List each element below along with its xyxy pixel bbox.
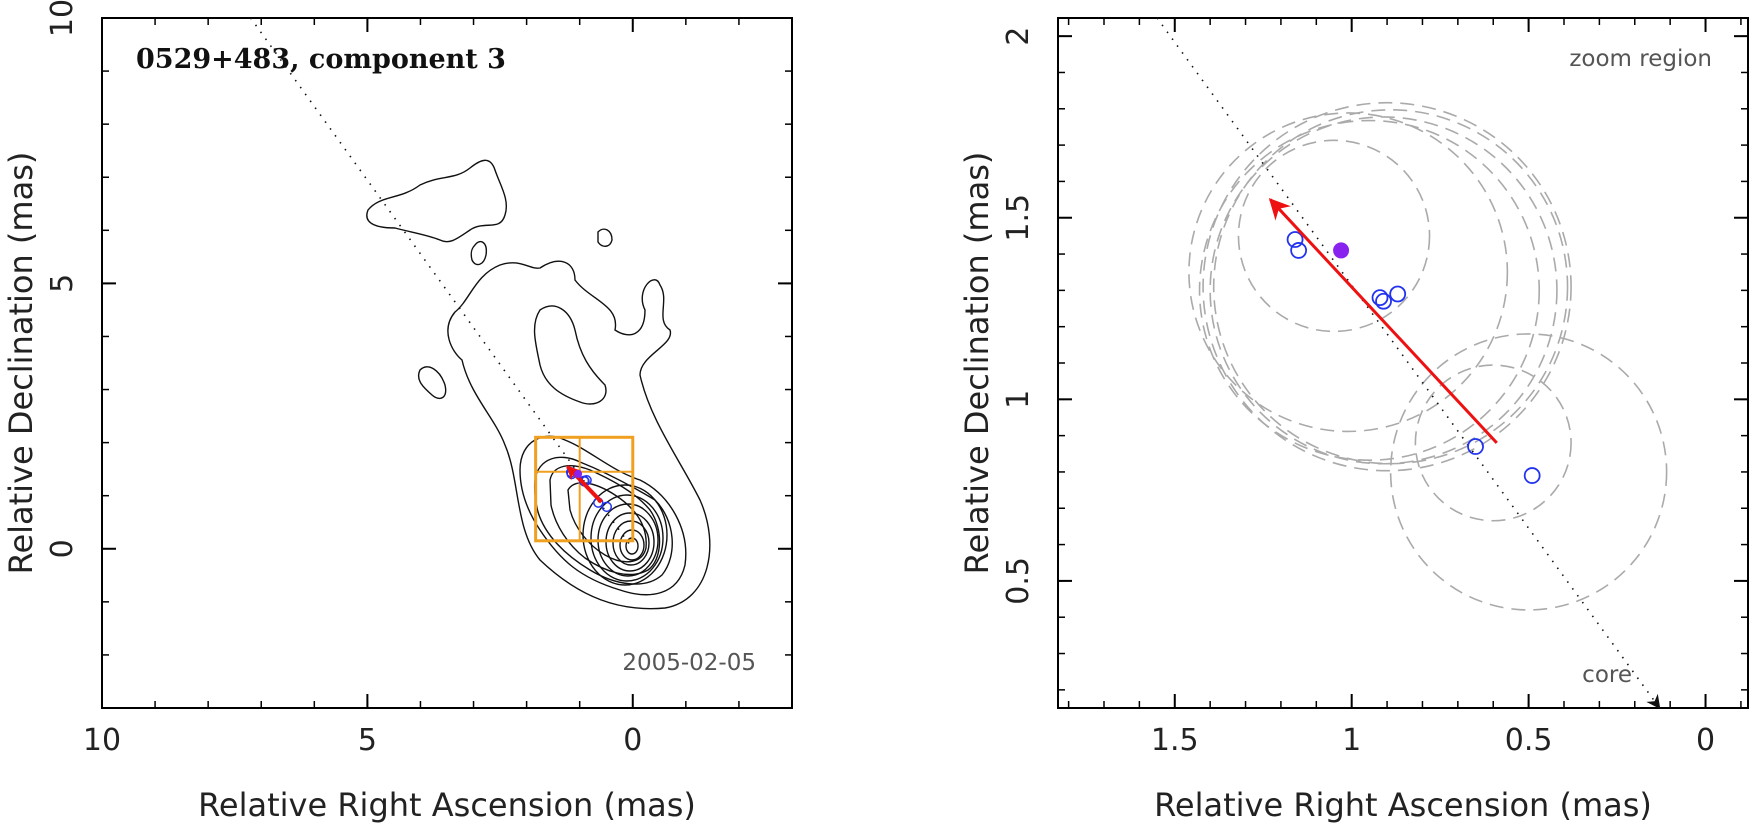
left-y-tick-label: 5 <box>45 274 80 293</box>
right-y-tick-labels: 0.5 1 1.5 2 <box>1001 27 1036 605</box>
right-x-tick-label: 1 <box>1342 723 1361 758</box>
fwhm-circle <box>1209 116 1558 465</box>
right-jet-axis <box>1156 17 1661 710</box>
right-current-component <box>1333 242 1350 259</box>
right-y-tick-label: 1.5 <box>1001 194 1036 242</box>
component-marker <box>601 501 613 513</box>
fwhm-circle <box>1198 119 1541 462</box>
right-plot-frame <box>1057 17 1749 709</box>
contour-outer-arm <box>366 159 507 243</box>
left-jet-axis <box>249 17 634 550</box>
right-x-tick-label: 0 <box>1696 723 1715 758</box>
contour-mid-4 <box>549 464 661 576</box>
right-x-tick-label: 0.5 <box>1505 723 1553 758</box>
contour-blob-1 <box>470 240 488 266</box>
left-x-tick-label: 5 <box>358 723 377 758</box>
left-x-tick-labels: 10 5 0 <box>83 723 642 758</box>
fwhm-circles <box>1188 101 1668 611</box>
contour-map <box>366 159 711 610</box>
core-label: core <box>1582 662 1632 688</box>
contour-core-5 <box>612 520 650 566</box>
component-marker <box>1523 467 1541 484</box>
contour-core-1 <box>582 484 668 586</box>
right-y-tick-label: 2 <box>1001 27 1036 46</box>
contour-blob-2 <box>597 228 613 247</box>
left-ticks <box>101 17 793 709</box>
right-y-axis-label: Relative Declination (mas) <box>958 152 996 575</box>
zoom-region-label: zoom region <box>1569 46 1712 72</box>
component-marker <box>1286 231 1304 248</box>
right-x-axis-label: Relative Right Ascension (mas) <box>1154 786 1652 824</box>
component-marker <box>1389 285 1407 303</box>
contour-core-2 <box>590 494 664 582</box>
contour-outer <box>447 260 711 610</box>
right-components <box>1286 231 1541 484</box>
fwhm-circle <box>1237 139 1431 333</box>
contour-inner-lobe <box>533 305 607 405</box>
zoom-box-rect <box>534 435 635 543</box>
fwhm-circle <box>1202 101 1572 472</box>
left-y-axis-label: Relative Declination (mas) <box>2 152 40 575</box>
right-panel: zoom region core 1.5 1 0.5 0 0.5 1 1.5 2 Relat… <box>958 17 1749 824</box>
fwhm-circle <box>1188 112 1509 433</box>
right-x-tick-label: 1.5 <box>1151 723 1199 758</box>
right-x-tick-labels: 1.5 1 0.5 0 <box>1151 723 1715 758</box>
component-marker <box>1371 289 1389 307</box>
right-y-tick-label: 0.5 <box>1001 557 1036 605</box>
left-x-axis-label: Relative Right Ascension (mas) <box>198 786 696 824</box>
component-marker <box>1467 438 1484 455</box>
component-marker <box>1290 242 1308 259</box>
left-x-tick-label: 10 <box>83 723 121 758</box>
fwhm-circle <box>1389 333 1668 611</box>
left-x-tick-label: 0 <box>623 723 642 758</box>
left-title: 0529+483, component 3 <box>136 44 506 75</box>
contour-blob-3 <box>417 366 447 400</box>
right-y-tick-label: 1 <box>1001 390 1036 409</box>
left-plot-frame <box>101 17 793 709</box>
left-current-component <box>574 469 583 478</box>
observation-date: 2005-02-05 <box>622 650 756 676</box>
component-marker <box>1375 292 1392 310</box>
left-panel: 0529+483, component 3 2005-02-05 10 5 0 0 5… <box>2 0 793 824</box>
zoom-box <box>534 435 635 543</box>
right-motion-vector <box>1268 198 1498 444</box>
contour-mid-2 <box>519 435 687 596</box>
left-y-tick-labels: 0 5 10 <box>45 0 80 558</box>
fwhm-circle <box>1414 364 1572 522</box>
left-y-tick-label: 0 <box>45 539 80 558</box>
left-y-tick-label: 10 <box>45 0 80 37</box>
right-ticks <box>1058 18 1748 708</box>
left-motion-vector <box>566 465 603 504</box>
